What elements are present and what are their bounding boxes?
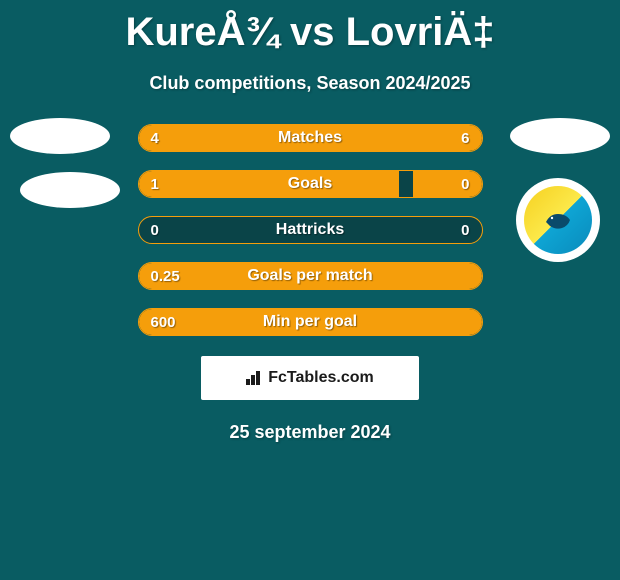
stat-value-right: 0	[461, 222, 469, 239]
stat-fill-left	[139, 171, 400, 197]
stat-value-left: 0	[151, 222, 159, 239]
bars-icon	[246, 371, 264, 385]
stat-label: Hattricks	[276, 221, 344, 239]
stat-label: Min per goal	[263, 313, 357, 331]
stat-fill-right	[413, 171, 482, 197]
stat-value-left: 0.25	[151, 268, 180, 285]
stat-label: Goals per match	[247, 267, 372, 285]
stat-row: 0.25 Goals per match	[138, 262, 483, 290]
stat-row: 0 Hattricks 0	[138, 216, 483, 244]
stat-label: Goals	[288, 175, 332, 193]
stat-value-left: 4	[151, 130, 159, 147]
subtitle: Club competitions, Season 2024/2025	[0, 73, 620, 94]
stat-value-right: 6	[461, 130, 469, 147]
page-title: KureÅ¾ vs LovriÄ‡	[0, 0, 620, 55]
stats-area: 4 Matches 6 1 Goals 0 0 Hattricks 0 0.25 Goals per…	[0, 124, 620, 443]
brand-box[interactable]: FcTables.com	[201, 356, 419, 400]
stat-row: 600 Min per goal	[138, 308, 483, 336]
stat-rows: 4 Matches 6 1 Goals 0 0 Hattricks 0 0.25 Goals per…	[138, 124, 483, 336]
stat-value-left: 600	[151, 314, 176, 331]
brand-label: FcTables.com	[268, 369, 374, 387]
stat-value-right: 0	[461, 176, 469, 193]
stat-row: 4 Matches 6	[138, 124, 483, 152]
stat-fill-left	[139, 125, 276, 151]
brand-text: FcTables.com	[246, 369, 374, 387]
stat-label: Matches	[278, 129, 342, 147]
stat-row: 1 Goals 0	[138, 170, 483, 198]
date-text: 25 september 2024	[0, 422, 620, 443]
stat-value-left: 1	[151, 176, 159, 193]
